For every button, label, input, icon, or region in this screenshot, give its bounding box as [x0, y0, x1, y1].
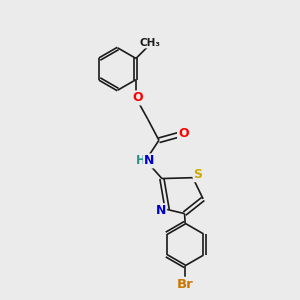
Text: H: H [136, 154, 145, 167]
Text: S: S [194, 168, 202, 181]
Text: CH₃: CH₃ [139, 38, 160, 47]
Text: Br: Br [177, 278, 194, 291]
Text: O: O [178, 127, 189, 140]
Text: N: N [155, 204, 166, 217]
Text: O: O [132, 92, 143, 104]
Text: N: N [144, 154, 154, 167]
